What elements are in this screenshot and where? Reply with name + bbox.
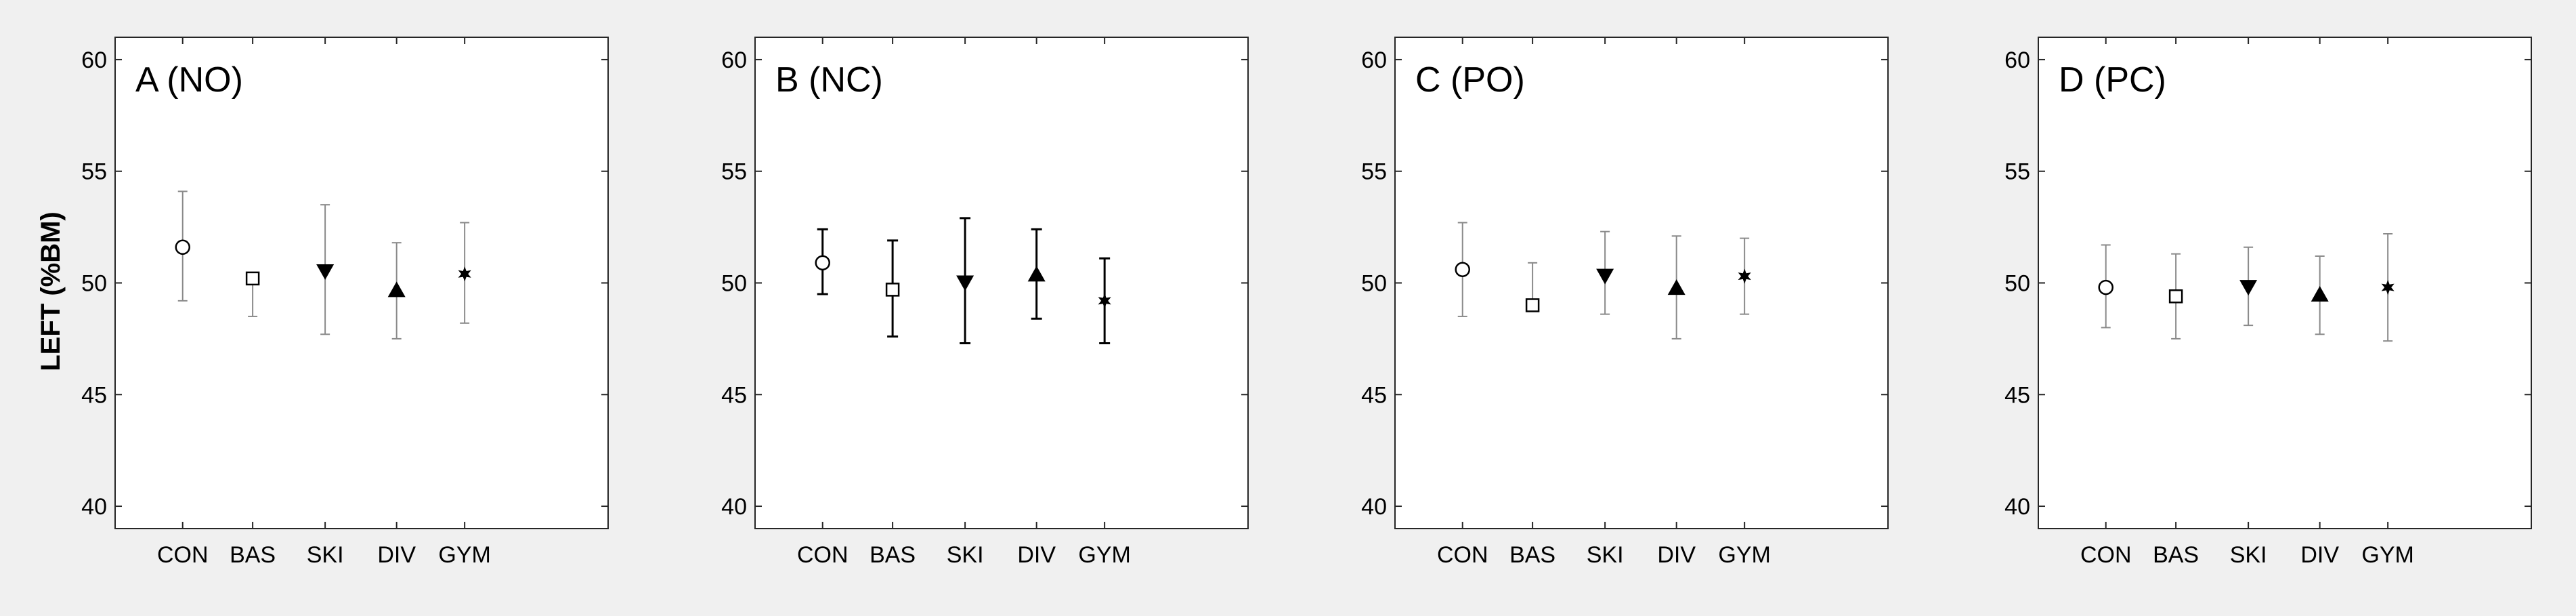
y-tick-label: 50 — [721, 271, 747, 297]
y-tick-label: 45 — [1361, 382, 1387, 408]
mean-marker-star — [1738, 268, 1751, 284]
y-tick-label: 50 — [81, 271, 107, 297]
x-tick-label: BAS — [2153, 542, 2199, 568]
x-tick-label: BAS — [230, 542, 276, 568]
panel-title: A (NO) — [135, 60, 243, 100]
mean-marker-star — [2381, 280, 2395, 295]
y-tick-label: 45 — [2004, 382, 2030, 408]
plot-area — [754, 37, 1249, 529]
x-tick-label: BAS — [1509, 542, 1555, 568]
mean-marker-circle — [2098, 279, 2113, 295]
y-tick-label: 45 — [81, 382, 107, 408]
panel-title: B (NC) — [775, 60, 883, 100]
y-tick-label: 60 — [2004, 47, 2030, 73]
x-tick-label: DIV — [1017, 542, 1056, 568]
mean-marker-circle — [175, 239, 190, 255]
x-tick-label: CON — [1437, 542, 1488, 568]
panel-title: D (PC) — [2059, 60, 2166, 100]
mean-marker-square — [885, 283, 900, 297]
panels: 40 45 50 55 60 CON BAS SKI DIV GYM A (NO) 40 45 50 55 6… — [81, 37, 2532, 568]
mean-marker-circle — [815, 255, 830, 271]
x-tick-label: DIV — [2300, 542, 2339, 568]
chart-panel: 40 45 50 55 60 CON BAS SKI DIV GYM B (NC) — [721, 37, 1249, 568]
mean-marker-triangle-down — [2239, 280, 2258, 296]
x-tick-label: GYM — [2361, 542, 2413, 568]
chart-panel: 40 45 50 55 60 CON BAS SKI DIV GYM C (PO) — [1361, 37, 1889, 568]
y-axis-label: LEFT (%BM) — [36, 211, 66, 371]
y-tick-label: 40 — [1361, 494, 1387, 520]
x-tick-label: CON — [2080, 542, 2132, 568]
plot-area — [114, 37, 609, 529]
mean-marker-triangle-up — [1027, 266, 1046, 282]
y-tick-label: 55 — [1361, 159, 1387, 185]
x-tick-label: BAS — [870, 542, 916, 568]
plot-area — [2038, 37, 2532, 529]
mean-marker-star — [1098, 293, 1111, 308]
y-tick-label: 55 — [2004, 159, 2030, 185]
x-tick-label: GYM — [438, 542, 490, 568]
mean-marker-triangle-down — [956, 275, 974, 291]
x-tick-label: SKI — [307, 542, 344, 568]
y-tick-label: 45 — [721, 382, 747, 408]
chart-panel: 40 45 50 55 60 CON BAS SKI DIV GYM A (NO) — [81, 37, 609, 568]
panel-title: C (PO) — [1415, 60, 1525, 100]
x-tick-label: SKI — [947, 542, 984, 568]
y-tick-label: 60 — [1361, 47, 1387, 73]
x-tick-label: SKI — [2230, 542, 2267, 568]
y-tick-label: 40 — [2004, 494, 2030, 520]
x-tick-label: SKI — [1587, 542, 1624, 568]
y-tick-label: 60 — [721, 47, 747, 73]
plot-area — [1394, 37, 1889, 529]
x-tick-label: CON — [157, 542, 209, 568]
y-tick-label: 40 — [721, 494, 747, 520]
mean-marker-triangle-up — [387, 281, 406, 297]
x-tick-label: DIV — [1657, 542, 1696, 568]
mean-marker-triangle-up — [2311, 285, 2329, 302]
mean-marker-circle — [1455, 262, 1470, 277]
x-tick-label: DIV — [377, 542, 416, 568]
y-tick-label: 60 — [81, 47, 107, 73]
x-tick-label: GYM — [1078, 542, 1130, 568]
chart-panel: 40 45 50 55 60 CON BAS SKI DIV GYM D (PC) — [2004, 37, 2532, 568]
mean-marker-square — [1525, 298, 1540, 312]
mean-marker-triangle-down — [316, 264, 335, 281]
mean-marker-triangle-up — [1667, 279, 1686, 295]
x-tick-label: CON — [797, 542, 849, 568]
y-tick-label: 55 — [721, 159, 747, 185]
y-tick-label: 50 — [2004, 271, 2030, 297]
mean-marker-triangle-down — [1596, 268, 1614, 285]
y-tick-label: 55 — [81, 159, 107, 185]
mean-marker-square — [2168, 289, 2183, 304]
y-tick-label: 40 — [81, 494, 107, 520]
x-tick-label: GYM — [1718, 542, 1770, 568]
mean-marker-star — [458, 266, 471, 282]
y-tick-label: 50 — [1361, 271, 1387, 297]
mean-marker-square — [245, 271, 260, 286]
